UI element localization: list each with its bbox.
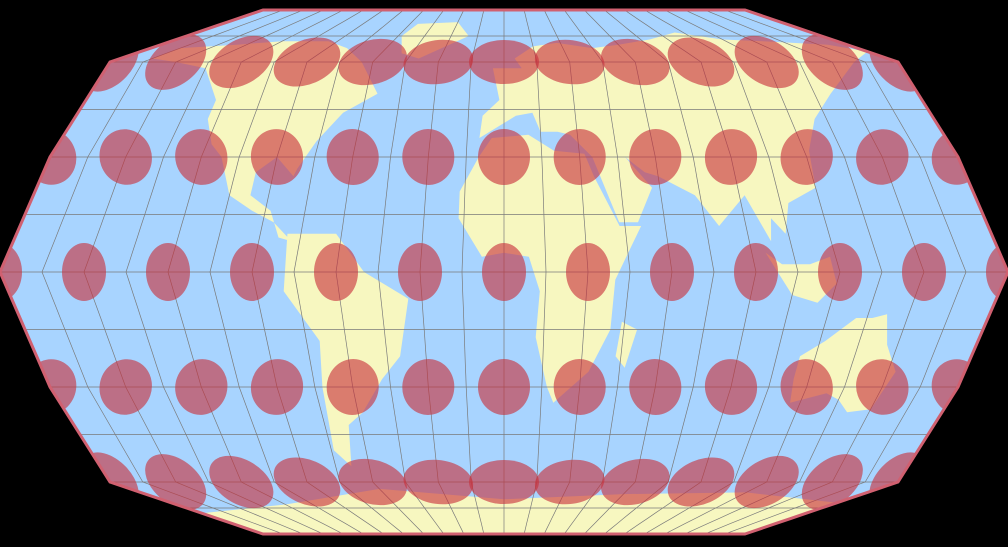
tissot-ellipse bbox=[469, 40, 539, 84]
tissot-ellipse bbox=[629, 129, 682, 185]
tissot-ellipse bbox=[99, 359, 152, 415]
tissot-ellipse bbox=[402, 129, 455, 185]
tissot-ellipse bbox=[734, 455, 799, 509]
tissot-ellipse bbox=[601, 38, 670, 86]
tissot-ellipse bbox=[209, 455, 274, 509]
tissot-ellipse bbox=[534, 39, 605, 85]
tissot-ellipse bbox=[780, 359, 833, 415]
tissot-ellipse bbox=[230, 243, 274, 301]
tissot-ellipse bbox=[146, 243, 190, 301]
tissot-ellipse bbox=[469, 460, 539, 504]
tissot-indicatrices bbox=[0, 32, 1008, 512]
tissot-ellipse bbox=[553, 129, 606, 185]
tissot-ellipse bbox=[601, 458, 670, 506]
land-south-america bbox=[283, 233, 409, 467]
tissot-ellipse bbox=[209, 35, 274, 89]
tissot-ellipse bbox=[478, 129, 530, 185]
tissot-ellipse bbox=[704, 359, 758, 415]
tissot-ellipse bbox=[629, 359, 682, 415]
tissot-ellipse bbox=[734, 243, 778, 301]
tissot-ellipse bbox=[0, 243, 22, 301]
tissot-ellipse bbox=[273, 457, 341, 507]
tissot-ellipse bbox=[403, 39, 474, 85]
tissot-ellipse bbox=[402, 359, 455, 415]
tissot-ellipse bbox=[534, 459, 605, 505]
tissot-ellipse bbox=[650, 243, 694, 301]
tissot-ellipse bbox=[667, 37, 735, 87]
tissot-ellipse bbox=[553, 359, 606, 415]
tissot-ellipse bbox=[856, 359, 909, 415]
tissot-ellipse bbox=[338, 458, 407, 506]
tissot-ellipse bbox=[273, 37, 341, 87]
tissot-ellipse bbox=[801, 34, 863, 90]
tissot-ellipse bbox=[175, 129, 228, 185]
tissot-ellipse bbox=[403, 459, 474, 505]
tissot-ellipse bbox=[145, 34, 207, 90]
tissot-ellipse bbox=[326, 129, 379, 185]
tissot-ellipse bbox=[250, 129, 304, 185]
tissot-ellipse bbox=[667, 457, 735, 507]
tissot-ellipse bbox=[478, 359, 530, 415]
tissot-ellipse bbox=[566, 243, 610, 301]
tissot-ellipse bbox=[62, 243, 106, 301]
tissot-ellipse bbox=[482, 243, 526, 301]
tissot-ellipse bbox=[99, 129, 152, 185]
tissot-ellipse bbox=[704, 129, 758, 185]
tissot-ellipse bbox=[338, 38, 407, 86]
tissot-ellipse bbox=[314, 243, 358, 301]
map-border bbox=[0, 8, 1008, 536]
tissot-ellipse bbox=[145, 454, 207, 510]
tissot-ellipse bbox=[326, 359, 379, 415]
tissot-ellipse bbox=[250, 359, 304, 415]
tissot-ellipse bbox=[398, 243, 442, 301]
tissot-ellipse bbox=[780, 129, 833, 185]
tissot-ellipse bbox=[902, 243, 946, 301]
tissot-ellipse bbox=[734, 35, 799, 89]
tissot-ellipse bbox=[856, 129, 909, 185]
tissot-ellipse bbox=[175, 359, 228, 415]
tissot-ellipse bbox=[986, 243, 1008, 301]
tissot-ellipse bbox=[801, 454, 863, 510]
tissot-ellipse bbox=[818, 243, 862, 301]
